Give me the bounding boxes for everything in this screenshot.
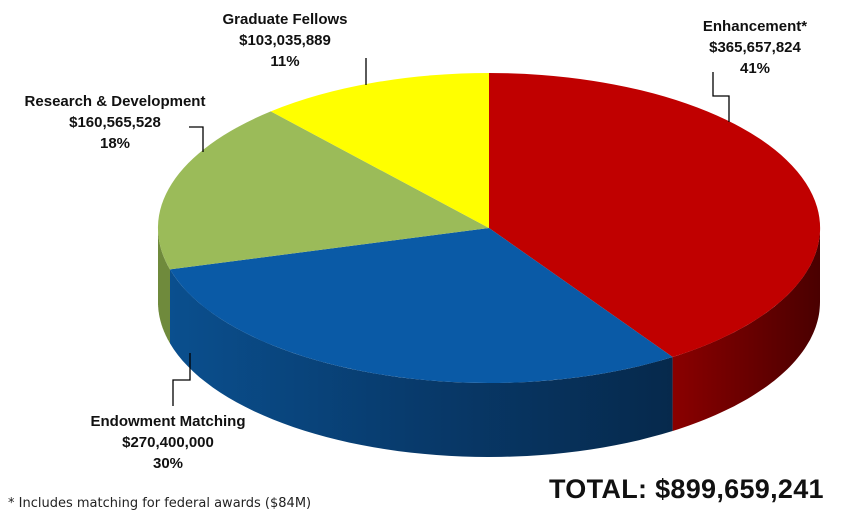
total-label: TOTAL: $899,659,241	[549, 474, 824, 504]
pie-slice-research-development	[157, 111, 489, 270]
pie-slice-endowment-matching	[170, 228, 673, 384]
leader-line-research-development	[189, 126, 204, 152]
footnote: * Includes matching for federal awards (…	[8, 496, 312, 511]
slice-amount: $160,565,528	[69, 114, 161, 131]
slice-name: Endowment Matching	[90, 413, 246, 430]
slice-amount: $365,657,824	[709, 39, 801, 56]
pie-side-endowment-matching	[170, 269, 673, 457]
slice-label-enhancement: Enhancement* $365,657,824 41%	[665, 16, 845, 79]
slice-percent: 30%	[152, 455, 184, 472]
pie-slice-enhancement	[489, 72, 821, 357]
slice-percent: 11%	[270, 53, 300, 70]
pie-side-research-development	[158, 228, 170, 344]
slice-label-graduate-fellows: Graduate Fellows $103,035,889 11%	[200, 9, 370, 72]
slice-percent: 41%	[739, 60, 771, 77]
pie-side-enhancement	[672, 228, 820, 431]
leader-line-endowment-matching	[172, 353, 191, 406]
slice-percent: 18%	[99, 135, 131, 152]
slice-amount: $270,400,000	[122, 434, 214, 451]
pie-slice-graduate-fellows	[270, 72, 489, 228]
slice-label-endowment-matching: Endowment Matching $270,400,000 30%	[68, 411, 268, 474]
slice-name: Graduate Fellows	[222, 11, 348, 28]
slice-amount: $103,035,889	[239, 32, 331, 49]
leader-line-enhancement	[712, 72, 730, 122]
slice-name: Enhancement*	[702, 18, 808, 35]
slice-name: Research & Development	[24, 93, 206, 110]
slice-label-research-development: Research & Development $160,565,528 18%	[0, 91, 230, 154]
